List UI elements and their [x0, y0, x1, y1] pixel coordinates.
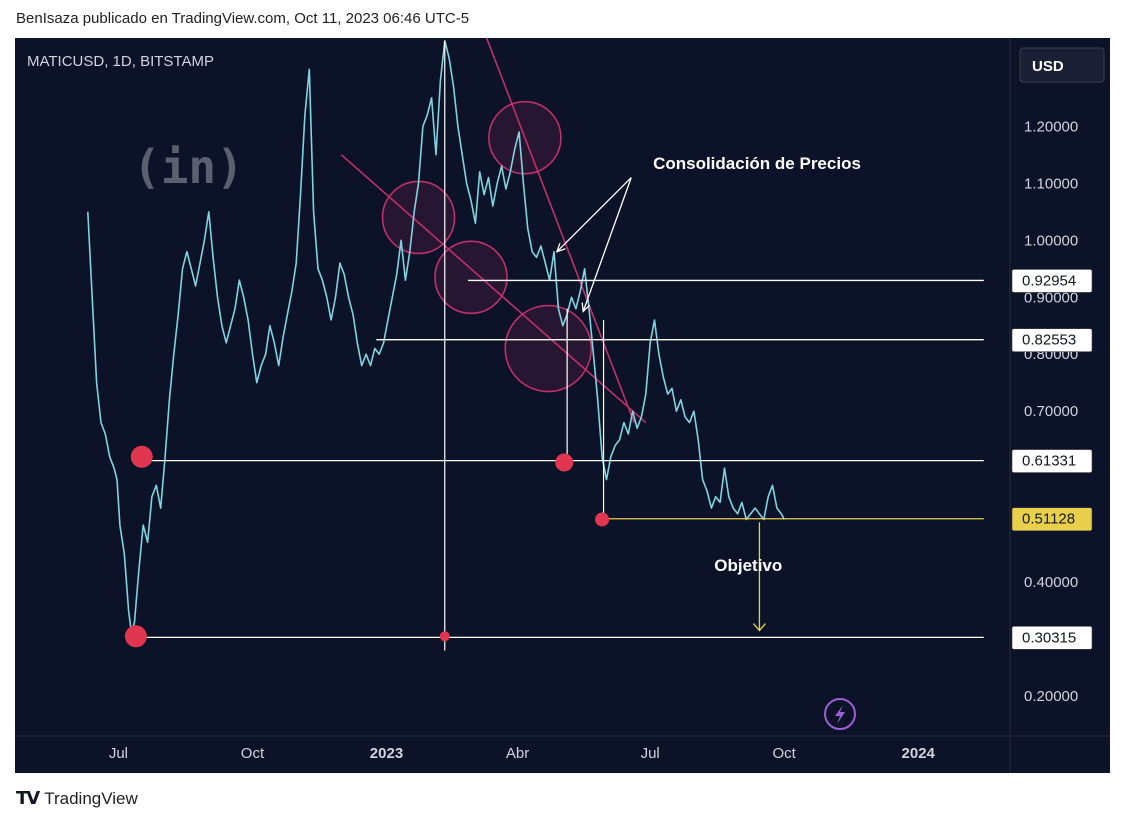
x-tick-label: 2024 — [902, 745, 936, 762]
plot-background — [15, 38, 1110, 773]
chart-svg: (in) MATICUSD, 1D, BITSTAMP Consolidación … — [15, 23, 1110, 773]
highlight-circle-2 — [434, 240, 508, 315]
price-box-3 — [1011, 507, 1093, 532]
price-chart[interactable]: (in) MATICUSD, 1D, BITSTAMP Consolidación … — [15, 23, 1110, 773]
marker-dot-4 — [595, 512, 610, 527]
x-tick-label: Oct — [773, 745, 797, 762]
x-tick-label: Abr — [506, 745, 529, 762]
trendline-1 — [480, 23, 635, 423]
price-box-2 — [1011, 449, 1093, 473]
highlight-circle-1 — [488, 100, 562, 175]
tradingview-brand: TradingView — [44, 788, 138, 808]
x-tick-label: Jul — [109, 745, 128, 762]
price-box-1 — [1011, 328, 1093, 352]
consolidation-arrowhead-0 — [555, 242, 566, 253]
price-box-label: 0.61331 — [1022, 453, 1076, 470]
annotation-1: Objetivo — [714, 556, 782, 575]
footer: TV TradingView — [16, 788, 138, 809]
currency-label: USD — [1032, 58, 1064, 75]
x-tick-label: Jul — [641, 745, 660, 762]
consolidation-arrowhead-1 — [581, 302, 591, 313]
objetivo-arrowhead — [752, 623, 766, 632]
y-tick-label: 0.20000 — [1024, 688, 1078, 705]
annotation-0: Consolidación de Precios — [653, 154, 861, 173]
x-tick-label: 2023 — [370, 745, 403, 762]
price-box-label: 0.92954 — [1022, 272, 1076, 289]
y-tick-label: 0.90000 — [1024, 289, 1078, 306]
symbol-label: MATICUSD, 1D, BITSTAMP — [27, 53, 214, 70]
y-tick-label: 1.00000 — [1024, 232, 1078, 249]
watermark-logo-icon: (in) — [133, 140, 244, 194]
price-box-label: 0.51128 — [1022, 511, 1075, 528]
consolidation-arrow-0 — [556, 177, 632, 253]
marker-dot-3 — [555, 453, 574, 472]
marker-dot-1 — [124, 625, 147, 648]
currency-badge — [1019, 47, 1105, 83]
lightning-icon — [824, 698, 856, 730]
marker-dot-2 — [439, 631, 450, 642]
price-box-0 — [1011, 269, 1093, 293]
y-tick-label: 0.70000 — [1024, 403, 1078, 420]
marker-dot-0 — [130, 445, 153, 468]
highlight-circle-0 — [381, 180, 456, 255]
publication-header: BenIsaza publicado en TradingView.com, O… — [16, 10, 470, 27]
highlight-circle-3 — [504, 304, 592, 393]
y-tick-label: 0.40000 — [1024, 574, 1078, 591]
y-tick-label: 1.10000 — [1024, 175, 1078, 192]
price-box-label: 0.82553 — [1022, 332, 1076, 349]
x-tick-label: Oct — [241, 745, 265, 762]
consolidation-arrow-1 — [582, 177, 632, 312]
price-box-label: 0.30315 — [1022, 629, 1076, 646]
price-series — [87, 39, 785, 635]
tradingview-logo-icon: TV — [16, 788, 40, 809]
price-box-4 — [1011, 626, 1093, 650]
lightning-bolt-icon — [835, 705, 845, 724]
y-tick-label: 1.20000 — [1024, 118, 1078, 135]
